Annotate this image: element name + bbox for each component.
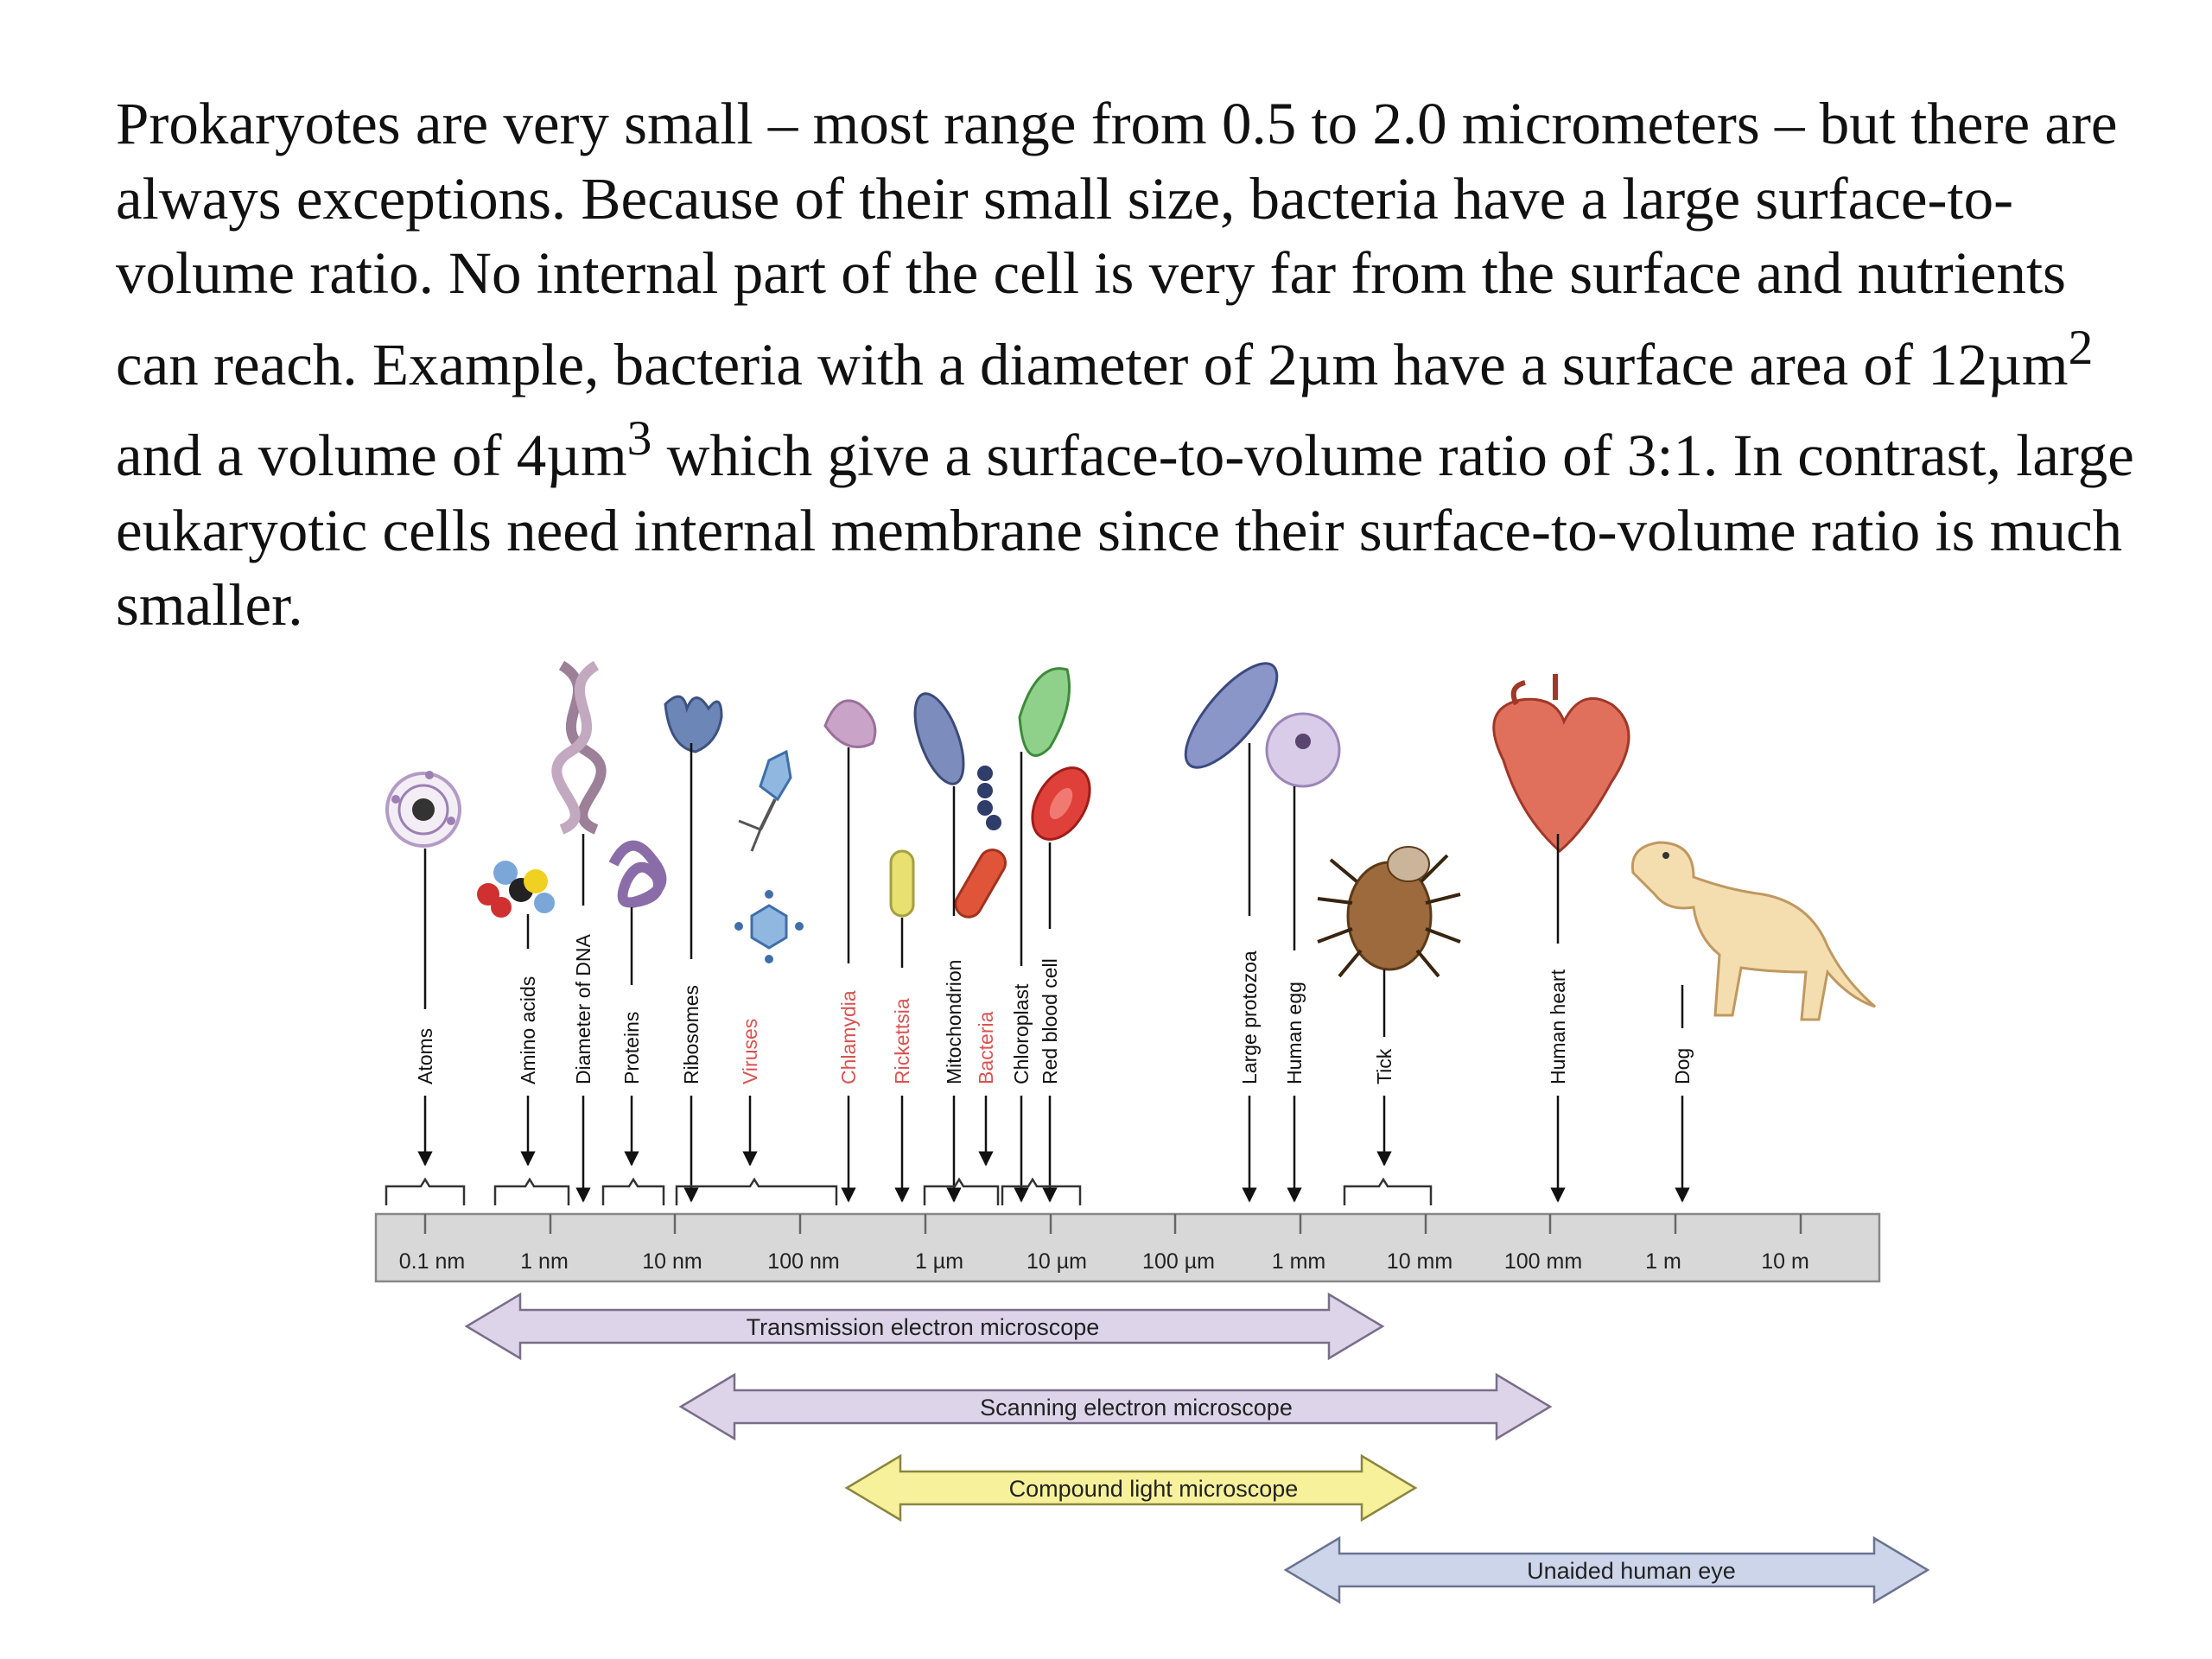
tick-1mm: 1 mm <box>1272 1249 1326 1274</box>
range-compound-light-microscope: Compound light microscope <box>844 1453 1418 1522</box>
large-protozoa-illustration <box>1184 662 1279 769</box>
superscript-squared: 2 <box>2068 320 2094 375</box>
atom-illustration <box>385 771 461 848</box>
bacteria-illustration <box>954 766 1007 918</box>
virus-illustration <box>734 749 804 963</box>
range-scanning-em: Scanning electron microscope <box>678 1372 1553 1441</box>
label-rickettsia: Rickettsia <box>891 998 913 1084</box>
label-dna: Diameter of DNA <box>572 934 594 1084</box>
range-label-transmission-em: Transmission electron microscope <box>747 1314 1100 1340</box>
tick-10nm: 10 nm <box>642 1249 702 1274</box>
label-human-egg: Human egg <box>1283 982 1306 1084</box>
paragraph-text-3: which give a surface-to-volume ratio of … <box>116 423 2134 638</box>
dog-illustration <box>1630 841 1876 1021</box>
amino-acid-illustration <box>477 861 555 918</box>
tick-10um: 10 µm <box>1027 1249 1087 1274</box>
tick-10m: 10 m <box>1761 1249 1809 1274</box>
tick-1m: 1 m <box>1645 1249 1681 1274</box>
scale-bar: 0.1 nm 1 nm 10 nm 100 nm 1 µm 10 µm 100 … <box>374 1212 1881 1283</box>
red-blood-cell-illustration <box>1031 766 1091 841</box>
human-egg-illustration <box>1265 712 1341 788</box>
label-chloroplast: Chloroplast <box>1010 983 1033 1084</box>
label-proteins: Proteins <box>620 1012 643 1084</box>
tick-0.1nm: 0.1 nm <box>399 1249 465 1274</box>
tick-10mm: 10 mm <box>1387 1249 1452 1274</box>
superscript-cubed: 3 <box>626 411 652 466</box>
label-tick: Tick <box>1373 1048 1395 1084</box>
label-bacteria: Bacteria <box>975 1011 997 1084</box>
tick-100um: 100 µm <box>1142 1249 1215 1274</box>
intro-paragraph: Prokaryotes are very small – most range … <box>116 86 2138 643</box>
range-label-compound-light: Compound light microscope <box>1009 1476 1299 1502</box>
label-dog: Dog <box>1671 1048 1694 1084</box>
tick-100mm: 100 mm <box>1504 1249 1582 1274</box>
ribosome-illustration <box>664 695 723 753</box>
label-chlamydia: Chlamydia <box>837 990 860 1084</box>
pointer-arrows <box>417 743 1690 1203</box>
chloroplast-illustration <box>1018 667 1071 757</box>
protein-illustration <box>608 840 667 908</box>
paragraph-text-2: and a volume of 4µm <box>116 423 627 488</box>
label-large-protozoa: Large protozoa <box>1238 950 1261 1084</box>
label-atoms: Atoms <box>414 1028 436 1084</box>
chlamydia-illustration <box>823 699 877 748</box>
range-unaided-human-eye: Unaided human eye <box>1283 1535 1930 1605</box>
size-range-brackets <box>385 1177 1433 1205</box>
mitochondrion-illustration <box>913 692 965 785</box>
range-label-unaided-eye: Unaided human eye <box>1527 1558 1736 1584</box>
tick-illustration <box>1317 846 1461 978</box>
label-viruses: Viruses <box>739 1019 761 1084</box>
dna-illustration <box>551 660 607 835</box>
label-mitochondrion: Mitochondrion <box>943 960 965 1084</box>
label-human-heart: Human heart <box>1547 969 1569 1084</box>
label-ribosomes: Ribosomes <box>680 985 702 1084</box>
label-amino-acids: Amino acids <box>517 976 539 1084</box>
tick-1um: 1 µm <box>915 1249 963 1274</box>
human-heart-illustration <box>1492 674 1630 853</box>
paragraph-text-1: Prokaryotes are very small – most range … <box>116 91 2118 397</box>
label-red-blood-cell: Red blood cell <box>1039 958 1061 1084</box>
tick-1nm: 1 nm <box>520 1249 569 1274</box>
range-transmission-em: Transmission electron microscope <box>464 1292 1385 1361</box>
tick-100nm: 100 nm <box>767 1249 839 1274</box>
range-label-scanning-em: Scanning electron microscope <box>980 1395 1293 1421</box>
item-labels: Atoms Amino acids Diameter of DNA Protei… <box>414 934 1694 1084</box>
rickettsia-illustration <box>889 849 915 918</box>
